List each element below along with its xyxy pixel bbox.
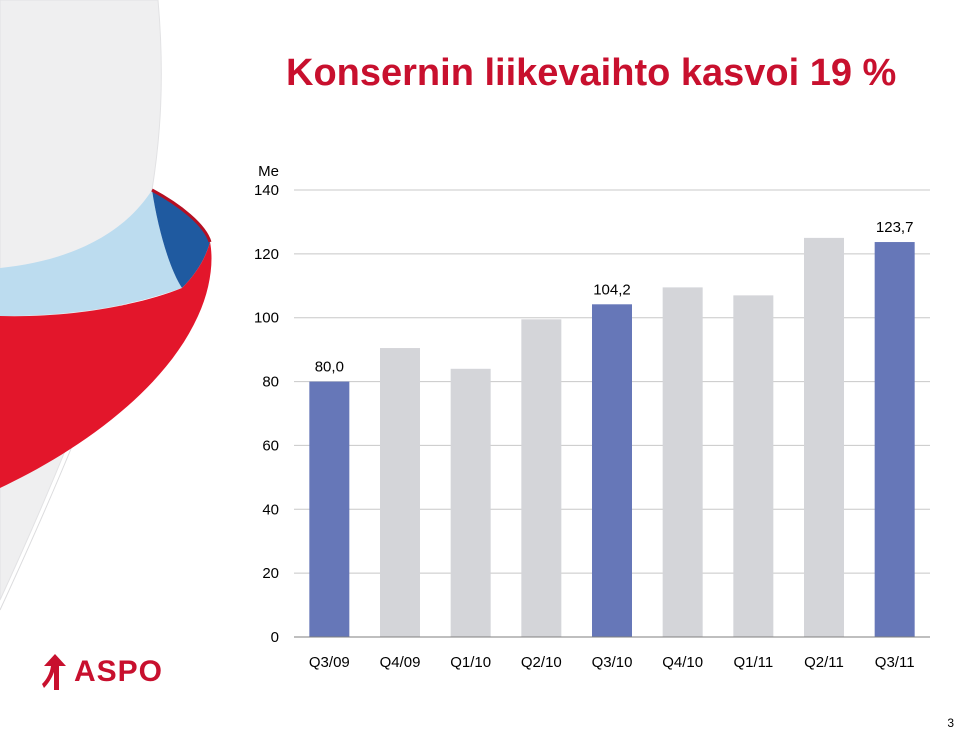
slide-title: Konsernin liikevaihto kasvoi 19 % [286,52,897,94]
bar-value-label: 123,7 [876,219,914,236]
bar [450,368,491,637]
aspo-logo: ASPO [42,654,163,690]
x-tick-label: Q1/11 [733,654,773,671]
page-number: 3 [947,716,954,730]
y-tick-label: 40 [262,501,279,518]
bar [733,295,774,637]
aspo-logo-icon [42,654,66,690]
y-tick-label: 20 [262,565,279,582]
ribbon-dark-blue [152,190,210,288]
bar-value-label: 104,2 [593,281,631,298]
bar [380,348,420,637]
y-axis-unit-label: Me [258,163,279,180]
x-tick-label: Q3/11 [875,654,915,671]
bar [804,237,844,637]
ribbon-red [0,242,212,488]
x-tick-label: Q3/10 [592,654,633,671]
x-tick-label: Q2/10 [521,654,562,671]
y-tick-label: 80 [262,374,279,391]
y-tick-label: 120 [254,246,279,263]
bar [592,304,632,637]
bars [309,237,915,637]
bar [521,319,562,637]
x-tick-label: Q4/09 [380,654,421,671]
ribbon-light-blue [0,190,182,316]
y-tick-label: 140 [254,182,279,199]
y-tick-label: 100 [254,310,279,327]
bar [662,287,703,637]
y-tick-label: 0 [271,629,279,646]
bar-value-label: 80,0 [315,359,344,376]
x-tick-label: Q1/10 [450,654,491,671]
bar [874,242,915,637]
bar [309,381,350,637]
data-labels: 80,0 104,2 123,7 [315,219,914,376]
x-axis-ticks: Q3/09 Q4/09 Q1/10 Q2/10 Q3/10 Q4/10 Q1/11 Q2/11… [309,654,915,671]
aspo-logo-text: ASPO [74,655,164,688]
x-tick-label: Q2/11 [804,654,844,671]
x-tick-label: Q4/10 [662,654,703,671]
y-tick-label: 60 [262,437,279,454]
x-tick-label: Q3/09 [309,654,350,671]
ribbon-red-top-edge [151,188,212,243]
y-axis-ticks: 0 20 40 60 80 100 120 140 [254,182,279,646]
